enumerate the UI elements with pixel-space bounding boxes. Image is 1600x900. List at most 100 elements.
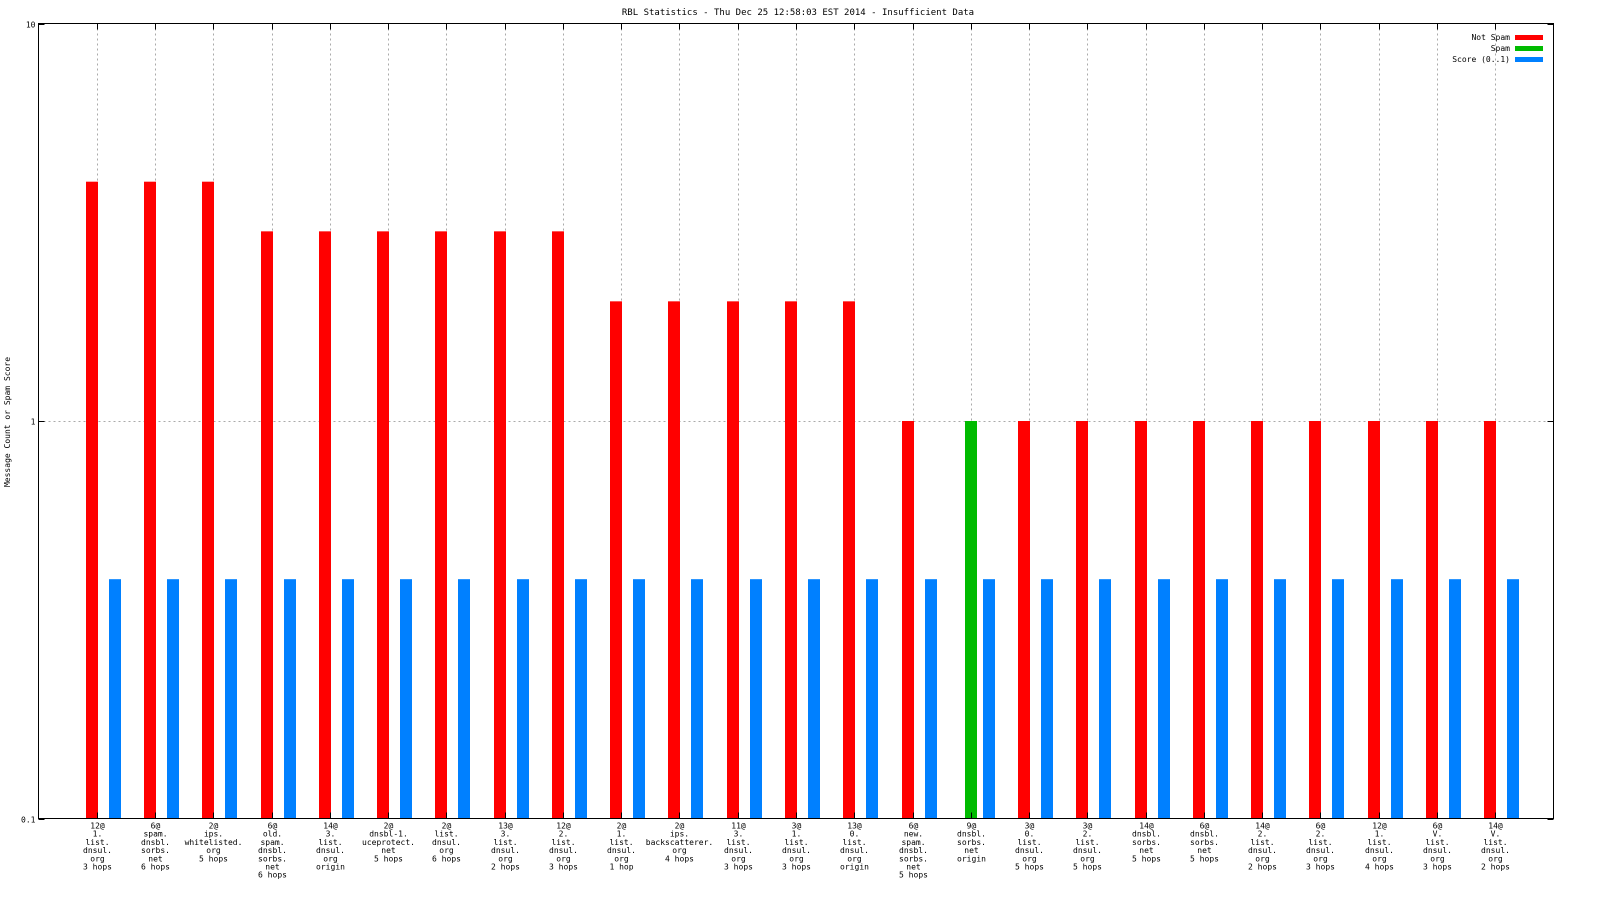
x-tick-label: 13@ 3. list. dnsul. org 2 hops bbox=[491, 822, 520, 872]
x-tick-label-line: list. bbox=[842, 838, 866, 847]
x-tick-label-line: 2 hops bbox=[1248, 863, 1277, 872]
x-tick-label: 12@ 1. list. dnsul. org 4 hops bbox=[1365, 822, 1394, 872]
x-tick-label-line: spam. bbox=[143, 830, 167, 839]
x-tick-label-line: 5 hops bbox=[899, 871, 928, 880]
not-spam-bar bbox=[86, 181, 98, 819]
score-bar bbox=[1274, 579, 1286, 819]
x-tick-label-line: dnsul. bbox=[1365, 846, 1394, 855]
x-tick-label-line: 1. bbox=[617, 830, 627, 839]
x-tick-label-line: org bbox=[206, 846, 221, 855]
x-tick-label-line: 5 hops bbox=[374, 854, 403, 863]
not-spam-bar bbox=[1368, 421, 1380, 819]
x-tick-label-line: org bbox=[847, 854, 862, 863]
x-tick-label-line: 14@ bbox=[1488, 822, 1503, 831]
x-tick-label-line: new. bbox=[904, 830, 923, 839]
score-bar bbox=[400, 579, 412, 819]
score-bar bbox=[517, 579, 529, 819]
x-tick-label-line: org bbox=[1255, 854, 1270, 863]
not-spam-bar bbox=[1426, 421, 1438, 819]
x-tick-label-line: 6@ bbox=[1433, 822, 1443, 831]
not-spam-bar bbox=[435, 231, 447, 819]
not-spam-bar bbox=[1193, 421, 1205, 819]
x-tick-label-line: 1 hop bbox=[609, 863, 633, 872]
x-tick-label: 14@ V. list. dnsul. org 2 hops bbox=[1481, 822, 1510, 872]
x-tick-label: 6@ old. spam. dnsbl. sorbs. net 6 hops bbox=[258, 822, 287, 880]
score-bar bbox=[925, 579, 937, 819]
legend-label: Spam bbox=[1491, 44, 1510, 53]
score-bar bbox=[167, 579, 179, 819]
x-tick-label-line: V. bbox=[1433, 830, 1443, 839]
x-tick-label: 12@ 1. list. dnsul. org 3 hops bbox=[83, 822, 112, 872]
x-tick-label-line: org bbox=[1488, 854, 1503, 863]
x-tick-label-line: org bbox=[672, 846, 687, 855]
not-spam-bar bbox=[261, 231, 273, 819]
x-tick-label-line: 6@ bbox=[909, 822, 919, 831]
x-tick-label-line: 4 hops bbox=[1365, 863, 1394, 872]
x-tick-label-line: V. bbox=[1491, 830, 1501, 839]
x-tick-label-line: 1. bbox=[792, 830, 802, 839]
not-spam-bar bbox=[610, 301, 622, 819]
x-tick-label-line: uceprotect. bbox=[362, 838, 415, 847]
x-tick-label-line: 3 hops bbox=[549, 863, 578, 872]
not-spam-bar bbox=[1018, 421, 1030, 819]
score-bar bbox=[633, 579, 645, 819]
x-tick-label: 2@ 1. list. dnsul. org 1 hop bbox=[607, 822, 636, 872]
not-spam-bar bbox=[843, 301, 855, 819]
x-tick-label-line: dnsul. bbox=[724, 846, 753, 855]
legend-swatch bbox=[1515, 35, 1543, 40]
x-tick-label-line: org bbox=[439, 846, 454, 855]
x-tick-label-line: 6@ bbox=[1316, 822, 1326, 831]
x-tick-label: 6@ V. list. dnsul. org 3 hops bbox=[1423, 822, 1452, 872]
x-tick-label-line: 14@ bbox=[1255, 822, 1270, 831]
score-bar bbox=[983, 579, 995, 819]
x-tick-label-line: 6@ bbox=[151, 822, 161, 831]
x-tick-label-line: 5 hops bbox=[1073, 863, 1102, 872]
x-tick-label: 6@ 2. list. dnsul. org 3 hops bbox=[1306, 822, 1335, 872]
chart-title: RBL Statistics - Thu Dec 25 12:58:03 EST… bbox=[622, 8, 974, 18]
not-spam-bar bbox=[785, 301, 797, 819]
x-tick-label-line: 6@ bbox=[268, 822, 278, 831]
x-tick-label-line: 6 hops bbox=[141, 863, 170, 872]
x-tick-label-line: 3. bbox=[326, 830, 336, 839]
score-bar bbox=[1099, 579, 1111, 819]
x-tick-label-line: ips. bbox=[204, 830, 223, 839]
not-spam-bar bbox=[1484, 421, 1496, 819]
x-tick-label-line: dnsbl. bbox=[899, 846, 928, 855]
x-tick-label-line: 3. bbox=[501, 830, 511, 839]
x-tick-label-line: origin bbox=[840, 863, 869, 872]
x-tick-label-line: org bbox=[1080, 854, 1095, 863]
x-tick-label-line: old. bbox=[263, 830, 282, 839]
x-tick-label-line: dnsul. bbox=[491, 846, 520, 855]
x-tick-label-line: dnsul. bbox=[1073, 846, 1102, 855]
x-tick-label-line: net bbox=[964, 846, 979, 855]
x-tick-label-line: 13@ bbox=[847, 822, 862, 831]
x-tick-label-line: list. bbox=[1425, 838, 1449, 847]
x-tick-label-line: list. bbox=[493, 838, 517, 847]
x-tick-label-line: net bbox=[148, 854, 163, 863]
x-tick-label-line: dnsul. bbox=[1015, 846, 1044, 855]
x-tick-label-line: net bbox=[1197, 846, 1212, 855]
legend-label: Not Spam bbox=[1471, 33, 1510, 42]
x-tick-label-line: 2. bbox=[1083, 830, 1093, 839]
y-ticks: 0.1 1 10 bbox=[21, 21, 1554, 825]
not-spam-bar bbox=[202, 181, 214, 819]
x-tick-label-line: list. bbox=[784, 838, 808, 847]
x-tick-label-line: 12@ bbox=[556, 822, 571, 831]
x-tick-label-line: 1. bbox=[93, 830, 103, 839]
x-tick-label: 14@ dnsbl. sorbs. net 5 hops bbox=[1132, 822, 1161, 864]
x-tick-label-line: list. bbox=[1308, 838, 1332, 847]
bars bbox=[86, 181, 1519, 819]
x-tick-label-line: org bbox=[498, 854, 513, 863]
score-bar bbox=[1449, 579, 1461, 819]
x-tick-label-line: list. bbox=[726, 838, 750, 847]
x-tick-label-line: dnsul. bbox=[1306, 846, 1335, 855]
x-tick-label: 3@ 0. list. dnsul. org 5 hops bbox=[1015, 822, 1044, 872]
x-tick-label-line: dnsul. bbox=[782, 846, 811, 855]
x-tick-label-line: 6@ bbox=[1200, 822, 1210, 831]
x-tick-label-line: 2. bbox=[559, 830, 569, 839]
x-tick-label-line: dnsbl. bbox=[1190, 830, 1219, 839]
not-spam-bar bbox=[668, 301, 680, 819]
x-tick-label: 2@ dnsbl-1. uceprotect. net 5 hops bbox=[362, 822, 415, 864]
